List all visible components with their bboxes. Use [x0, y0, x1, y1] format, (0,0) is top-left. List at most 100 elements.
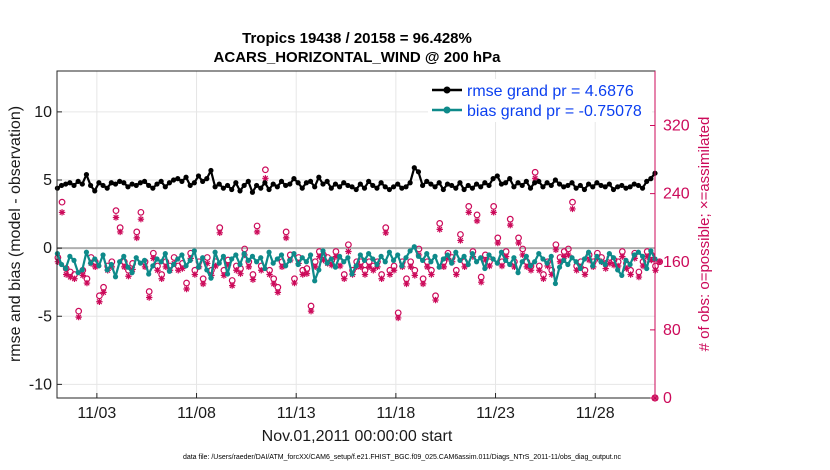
rmse-point: [386, 186, 392, 193]
rmse-point: [648, 176, 654, 182]
obs-assimilated-point: [249, 276, 257, 283]
y-axis-label-left: rmse and bias (model - observation): [7, 106, 24, 362]
rmse-point: [440, 186, 446, 193]
obs-assimilated-point: [370, 267, 377, 274]
bias-point: [390, 257, 397, 263]
rmse-point: [357, 181, 363, 187]
bias-point: [121, 253, 127, 259]
bias-point: [253, 259, 260, 265]
data-file-footer: data file: /Users/raeder/DAI/ATM_forcXX/…: [183, 454, 622, 461]
bias-point: [370, 256, 376, 262]
obs-assimilated-point: [623, 265, 630, 272]
obs-assimilated-point: [341, 275, 348, 282]
bias-point: [378, 253, 384, 259]
bias-point: [644, 265, 650, 272]
obs-assimilated-point: [71, 275, 78, 282]
rmse-point: [245, 178, 251, 184]
obs-assimilated-point: [515, 239, 522, 247]
obs-assimilated-point: [386, 271, 394, 278]
bias-point: [150, 263, 156, 269]
bias-point: [395, 252, 401, 258]
rmse-point: [158, 178, 164, 184]
bias-point: [453, 249, 459, 255]
obs-possible-point: [112, 207, 120, 215]
rmse-point: [569, 180, 575, 186]
bias-point: [399, 263, 405, 269]
bias-point: [507, 261, 513, 268]
x-tick-label: 11/03: [77, 405, 116, 422]
rmse-point: [548, 182, 554, 189]
obs-assimilated-point: [328, 261, 335, 269]
bias-point: [469, 250, 475, 257]
obs-assimilated-point: [336, 262, 344, 270]
bias-point: [473, 259, 480, 265]
obs-assimilated-point: [436, 226, 443, 233]
obs-assimilated-point: [253, 228, 261, 236]
bias-point: [552, 280, 558, 287]
rmse-point: [631, 181, 637, 187]
bias-point: [220, 253, 226, 259]
bias-point: [224, 271, 231, 277]
obs-assimilated-point: [440, 263, 448, 271]
chart-title-line2: ACARS_HORIZONTAL_WIND @ 200 hPa: [214, 49, 502, 66]
rmse-point: [478, 184, 484, 190]
obs-assimilated-point: [581, 271, 589, 278]
obs-assimilated-point: [125, 273, 132, 280]
rmse-point: [283, 182, 289, 189]
bias-point: [200, 255, 206, 261]
rmse-point: [449, 182, 455, 189]
obs-assimilated-point: [150, 255, 157, 262]
bias-point: [511, 255, 517, 261]
obs-assimilated-point: [311, 263, 319, 271]
bias-point: [283, 263, 289, 269]
x-axis-label: Nov.01,2011 00:00:00 start: [262, 428, 453, 445]
obs-assimilated-point: [67, 273, 74, 281]
bias-point: [154, 256, 160, 262]
bias-point: [577, 265, 583, 272]
bias-point: [63, 265, 69, 272]
rmse-point: [166, 180, 173, 186]
obs-assimilated-point: [585, 256, 593, 264]
rmse-point: [332, 181, 339, 187]
bias-point: [191, 248, 197, 254]
bias-point: [108, 261, 114, 268]
rmse-point: [527, 185, 534, 191]
bias-point: [449, 260, 455, 266]
obs-possible-point: [58, 198, 66, 206]
obs-assimilated-point: [552, 246, 560, 254]
obs-assimilated-point: [79, 272, 86, 279]
rmse-point: [316, 174, 322, 180]
rmse-point: [129, 181, 135, 187]
obs-assimilated-point: [473, 217, 481, 225]
obs-assimilated-point: [191, 271, 199, 278]
bias-point: [146, 271, 152, 277]
rmse-point: [100, 182, 106, 189]
bias-point: [519, 259, 525, 265]
obs-assimilated-point: [382, 229, 389, 236]
obs-possible-point: [344, 241, 352, 249]
obs-assimilated-point: [561, 253, 568, 260]
bias-point: [498, 249, 505, 255]
bias-point: [486, 252, 492, 258]
obs-assimilated-point: [411, 272, 418, 279]
obs-assimilated-point: [502, 253, 510, 260]
obs-assimilated-point: [573, 267, 580, 274]
obs-assimilated-point: [145, 294, 153, 301]
obs-assimilated-point: [137, 215, 145, 223]
chart-title-line1: Tropics 19438 / 20158 = 96.428%: [242, 30, 472, 47]
obs-assimilated-point: [245, 263, 252, 271]
bias-point: [249, 253, 256, 259]
obs-assimilated-point: [519, 251, 526, 259]
x-axis: 11/03 11/08 11/13 11/18 11/23 11/28: [77, 393, 615, 422]
bias-point: [332, 264, 339, 270]
obs-assimilated-point: [569, 205, 576, 213]
obs-assimilated-point: [635, 273, 643, 281]
rmse-point: [532, 180, 538, 186]
bias-point: [262, 265, 268, 272]
obs-assimilated-point: [216, 229, 223, 236]
rmse-point: [606, 181, 612, 187]
rmse-point: [465, 182, 471, 189]
bias-point: [424, 250, 430, 257]
bias-point: [635, 249, 641, 255]
obs-possible-point: [465, 202, 473, 210]
